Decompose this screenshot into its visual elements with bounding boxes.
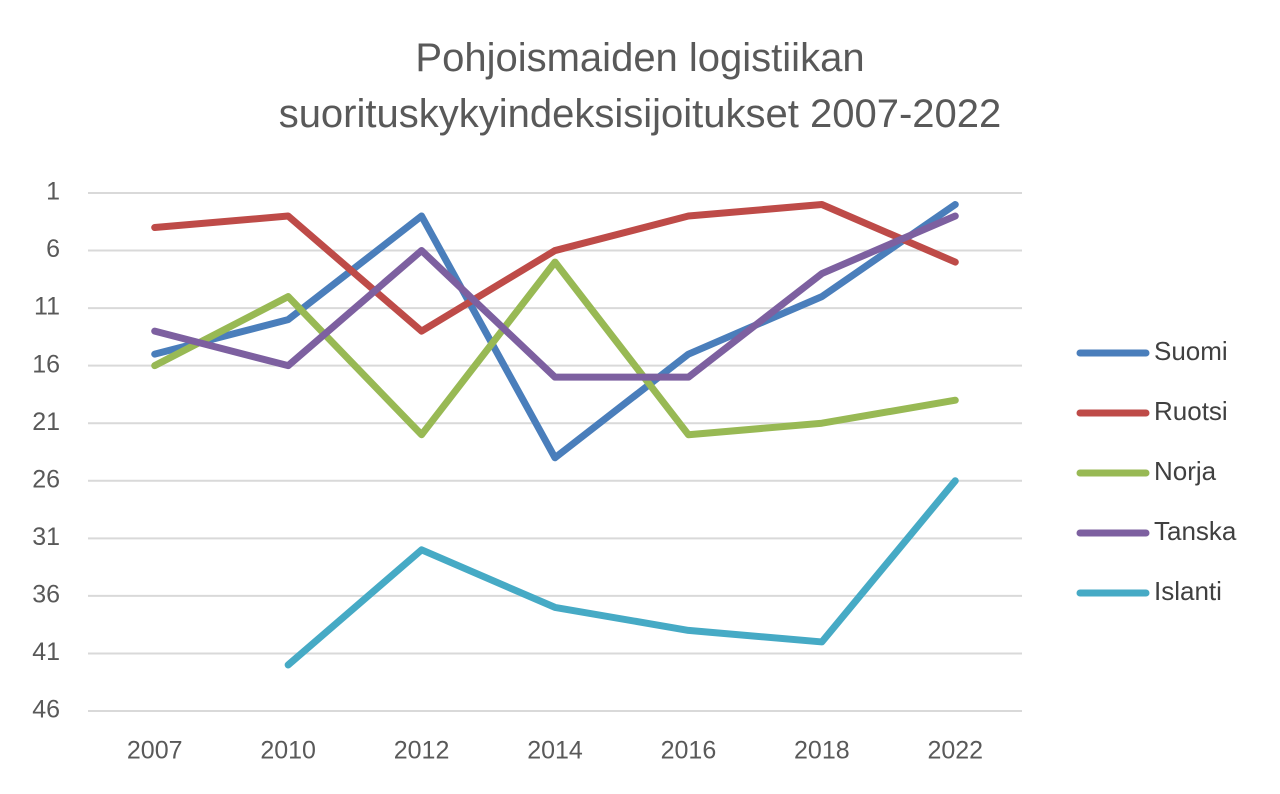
y-tick-label: 46 [32,696,60,724]
legend-label: Suomi [1154,336,1228,366]
series-line [151,258,959,439]
y-tick-label: 21 [32,408,60,436]
x-tick-label: 2010 [260,737,316,765]
legend-label: Islanti [1154,576,1222,606]
series-line [284,477,959,669]
chart-title: Pohjoismaiden logistiikan suorituskykyin… [278,36,1002,136]
x-tick-label: 2014 [527,737,583,765]
legend: Suomi Ruotsi Norja Tanska Islanti [1076,336,1237,606]
y-tick-label: 1 [46,178,60,206]
y-tick-label: 26 [32,465,60,493]
legend-label: Ruotsi [1154,396,1228,426]
y-tick-label: 36 [32,580,60,608]
y-tick-label: 31 [32,523,60,551]
legend-label: Norja [1154,456,1217,486]
x-tick-label: 2018 [794,737,850,765]
x-tick-label: 2022 [927,737,983,765]
y-tick-label: 16 [32,350,60,378]
x-tick-label: 2012 [394,737,450,765]
x-tick-label: 2016 [661,737,717,765]
series-line [151,201,959,335]
series-line [151,212,959,381]
legend-label: Tanska [1154,516,1237,546]
y-tick-label: 41 [32,638,60,666]
x-tick-label: 2007 [127,737,183,765]
y-tick-label: 11 [34,293,60,321]
y-tick-label: 6 [46,235,60,263]
series-line [151,201,959,462]
